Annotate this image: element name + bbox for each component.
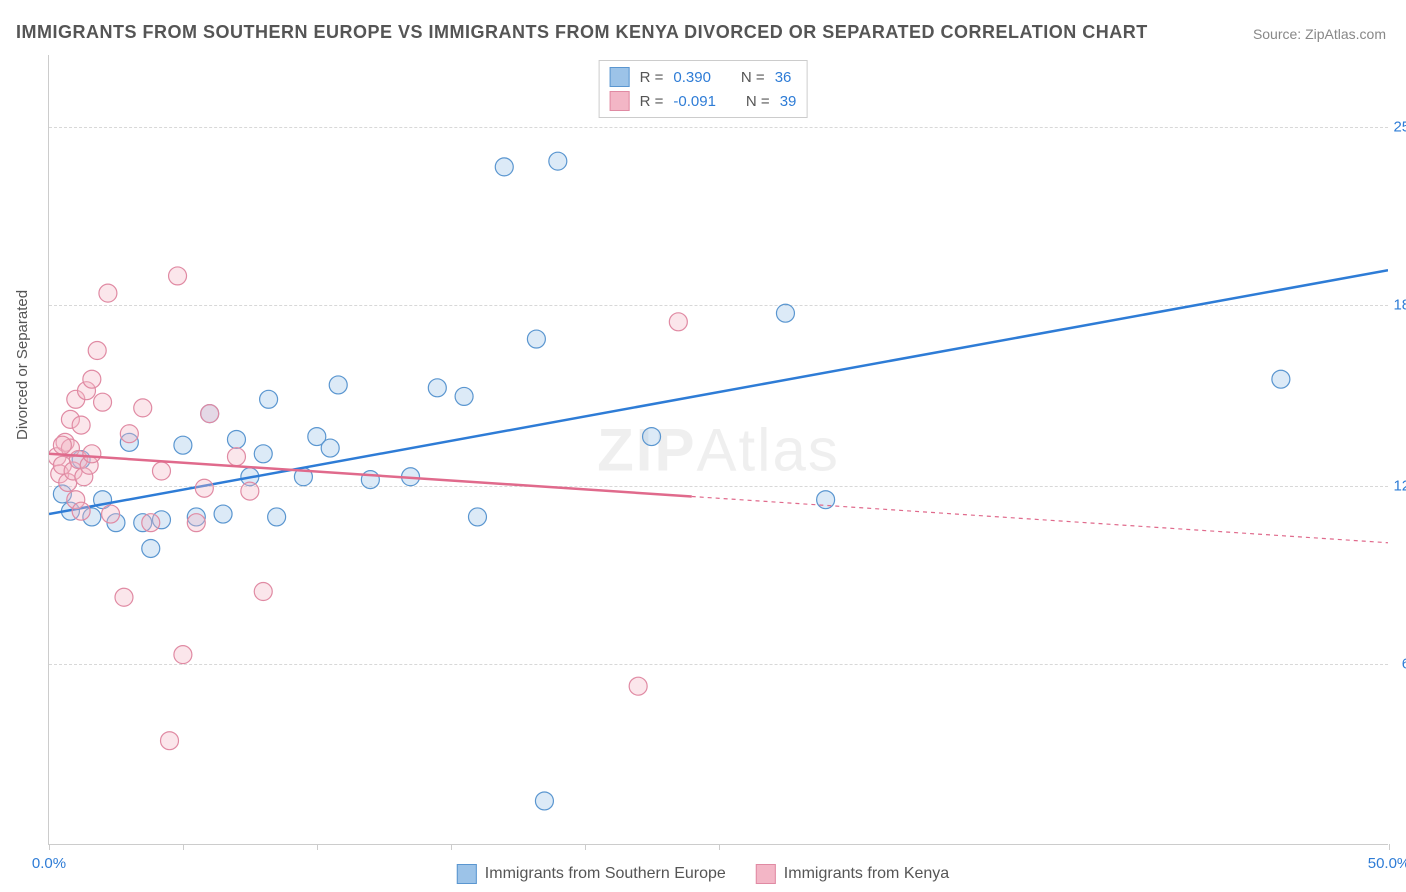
data-point — [776, 304, 794, 322]
data-point — [94, 393, 112, 411]
data-point — [161, 732, 179, 750]
data-point — [527, 330, 545, 348]
legend-swatch-1 — [610, 91, 630, 111]
data-point — [1272, 370, 1290, 388]
data-point — [88, 342, 106, 360]
legend-r-label-0: R = — [640, 69, 664, 86]
data-point — [643, 428, 661, 446]
data-point — [102, 505, 120, 523]
data-point — [120, 425, 138, 443]
data-point — [260, 390, 278, 408]
x-tick — [49, 844, 50, 850]
data-point — [174, 436, 192, 454]
source-attribution: Source: ZipAtlas.com — [1253, 26, 1386, 42]
x-tick-label: 0.0% — [32, 855, 66, 872]
legend-bottom-label-1: Immigrants from Kenya — [784, 865, 949, 883]
data-point — [361, 471, 379, 489]
legend-stats-row-0: R = 0.390 N = 36 — [610, 65, 797, 89]
data-point — [134, 399, 152, 417]
data-point — [268, 508, 286, 526]
data-point — [214, 505, 232, 523]
data-point — [669, 313, 687, 331]
x-tick-label: 50.0% — [1368, 855, 1406, 872]
data-point — [629, 677, 647, 695]
legend-r-label-1: R = — [640, 93, 664, 110]
scatter-svg — [49, 55, 1388, 844]
data-point — [468, 508, 486, 526]
y-tick-label: 25.0% — [1393, 118, 1406, 135]
legend-bottom-label-0: Immigrants from Southern Europe — [485, 865, 726, 883]
chart-title: IMMIGRANTS FROM SOUTHERN EUROPE VS IMMIG… — [16, 22, 1148, 43]
legend-stats-row-1: R = -0.091 N = 39 — [610, 89, 797, 113]
data-point — [329, 376, 347, 394]
data-point — [72, 502, 90, 520]
legend-bottom-item-1: Immigrants from Kenya — [756, 864, 949, 884]
data-point — [549, 152, 567, 170]
y-tick-label: 18.8% — [1393, 296, 1406, 313]
legend-stats-box: R = 0.390 N = 36 R = -0.091 N = 39 — [599, 60, 808, 118]
data-point — [142, 514, 160, 532]
legend-n-value-0: 36 — [775, 69, 792, 86]
data-point — [115, 588, 133, 606]
x-tick — [451, 844, 452, 850]
legend-r-value-0: 0.390 — [673, 69, 711, 86]
x-tick — [585, 844, 586, 850]
data-point — [187, 514, 205, 532]
data-point — [152, 462, 170, 480]
legend-bottom-item-0: Immigrants from Southern Europe — [457, 864, 726, 884]
trend-line — [49, 270, 1388, 514]
data-point — [227, 430, 245, 448]
data-point — [83, 445, 101, 463]
data-point — [241, 482, 259, 500]
data-point — [254, 445, 272, 463]
data-point — [174, 646, 192, 664]
data-point — [254, 583, 272, 601]
legend-n-value-1: 39 — [780, 93, 797, 110]
data-point — [321, 439, 339, 457]
data-point — [195, 479, 213, 497]
legend-r-value-1: -0.091 — [673, 93, 716, 110]
data-point — [227, 448, 245, 466]
data-point — [83, 370, 101, 388]
data-point — [817, 491, 835, 509]
data-point — [428, 379, 446, 397]
legend-bottom-swatch-1 — [756, 864, 776, 884]
trend-line-extrapolated — [692, 496, 1388, 542]
data-point — [201, 405, 219, 423]
legend-bottom-swatch-0 — [457, 864, 477, 884]
legend-n-label-0: N = — [741, 69, 765, 86]
data-point — [535, 792, 553, 810]
x-tick — [317, 844, 318, 850]
legend-n-label-1: N = — [746, 93, 770, 110]
legend-bottom: Immigrants from Southern Europe Immigran… — [457, 864, 949, 884]
y-tick-label: 12.5% — [1393, 477, 1406, 494]
legend-swatch-0 — [610, 67, 630, 87]
data-point — [495, 158, 513, 176]
y-tick-label: 6.3% — [1402, 656, 1406, 673]
data-point — [99, 284, 117, 302]
data-point — [169, 267, 187, 285]
x-tick — [183, 844, 184, 850]
data-point — [142, 539, 160, 557]
data-point — [72, 416, 90, 434]
x-tick — [719, 844, 720, 850]
chart-plot-area: ZIPAtlas 6.3%12.5%18.8%25.0%0.0%50.0% — [48, 55, 1388, 845]
data-point — [455, 387, 473, 405]
y-axis-label: Divorced or Separated — [14, 290, 31, 440]
trend-line — [49, 454, 692, 497]
x-tick — [1389, 844, 1390, 850]
data-point — [53, 436, 71, 454]
